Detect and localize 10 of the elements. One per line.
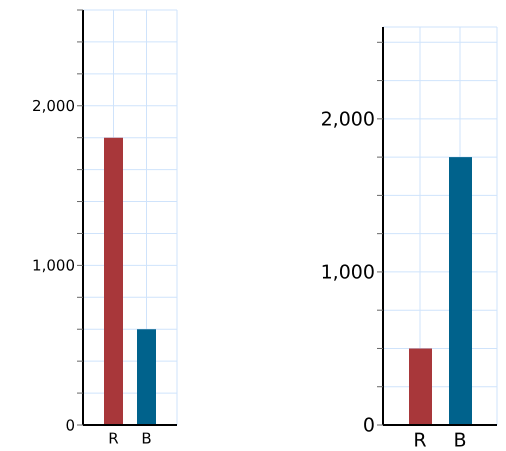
y-tick-label: 1,000 <box>320 262 375 284</box>
y-tick-label: 0 <box>362 414 375 437</box>
y-tick-label: 2,000 <box>32 97 75 116</box>
y-tick-label: 1,000 <box>32 256 75 275</box>
x-tick-label: B <box>453 429 467 451</box>
y-tick-label: 2,000 <box>320 108 375 131</box>
x-tick-label: B <box>141 430 152 448</box>
y-tick-label: 0 <box>65 416 75 434</box>
x-tick-label: R <box>108 430 119 448</box>
x-tick-label: R <box>413 429 427 451</box>
